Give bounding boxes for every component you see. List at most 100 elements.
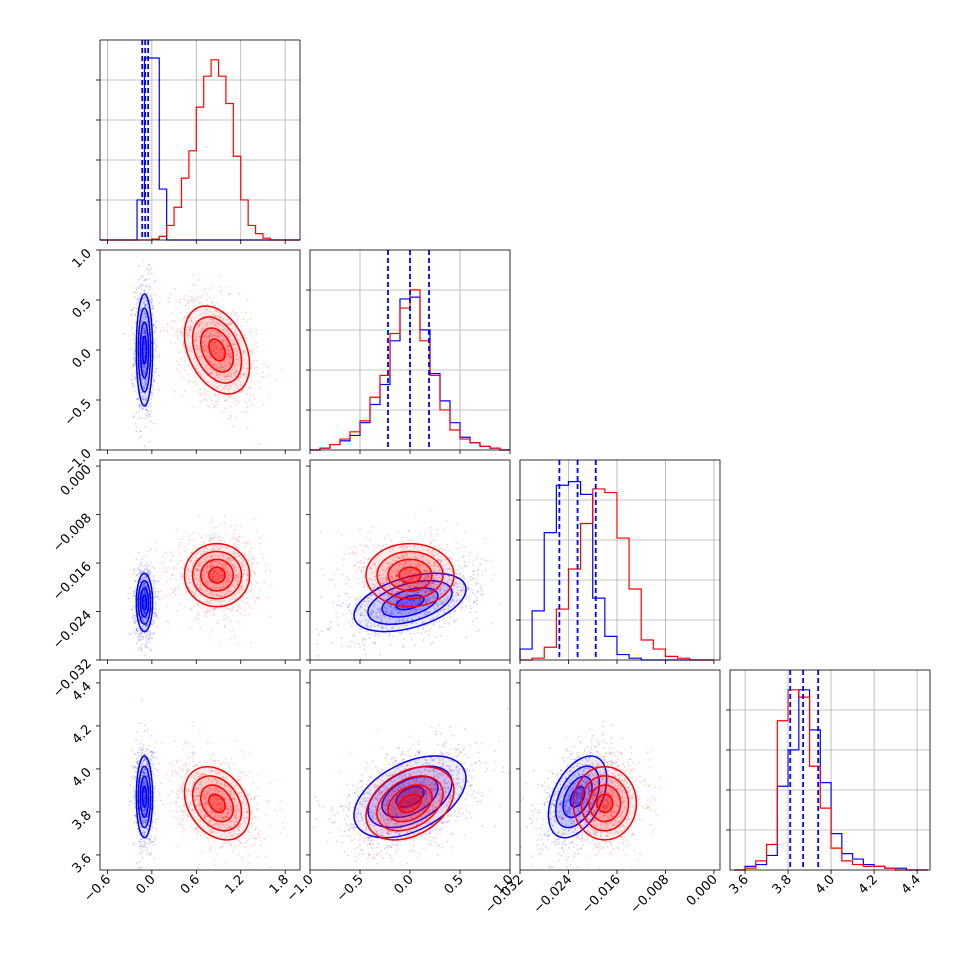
sample-point bbox=[141, 361, 143, 364]
sample-point bbox=[214, 325, 217, 327]
sample-point bbox=[141, 635, 144, 638]
sample-point bbox=[216, 355, 219, 358]
sample-point bbox=[348, 596, 351, 599]
sample-point bbox=[210, 345, 213, 347]
sample-point bbox=[140, 578, 143, 580]
sample-point bbox=[144, 372, 147, 375]
sample-point bbox=[180, 330, 183, 333]
sample-point bbox=[235, 577, 238, 580]
sample-point bbox=[230, 609, 233, 612]
sample-point bbox=[347, 606, 350, 609]
sample-point bbox=[145, 592, 148, 595]
sample-point bbox=[210, 537, 213, 540]
sample-point bbox=[143, 385, 146, 387]
sample-point bbox=[130, 309, 133, 312]
sample-point bbox=[197, 594, 200, 596]
sample-point bbox=[224, 375, 227, 377]
sample-point bbox=[231, 609, 234, 612]
sample-point bbox=[218, 332, 221, 334]
sample-point bbox=[197, 279, 200, 281]
sample-point bbox=[227, 374, 229, 377]
sample-point bbox=[475, 617, 478, 620]
sample-point bbox=[137, 418, 140, 420]
sample-point bbox=[242, 340, 244, 342]
sample-point bbox=[188, 570, 191, 573]
sample-point bbox=[363, 582, 365, 585]
sample-point bbox=[146, 624, 149, 626]
sample-point bbox=[153, 597, 156, 599]
sample-point bbox=[203, 344, 206, 347]
sample-point bbox=[227, 352, 230, 355]
sample-point bbox=[151, 619, 154, 622]
sample-point bbox=[229, 371, 232, 374]
sample-point bbox=[221, 366, 224, 369]
sample-point bbox=[142, 610, 145, 613]
sample-point bbox=[252, 395, 255, 397]
sample-point bbox=[143, 348, 146, 350]
sample-point bbox=[266, 366, 269, 369]
sample-point bbox=[222, 594, 225, 597]
sample-point bbox=[427, 633, 430, 636]
sample-point bbox=[221, 340, 224, 343]
sample-point bbox=[132, 572, 135, 575]
sample-point bbox=[142, 620, 145, 623]
sample-point bbox=[453, 620, 456, 623]
sample-point bbox=[144, 365, 146, 368]
sample-point bbox=[218, 535, 221, 538]
sample-point bbox=[380, 548, 382, 551]
sample-point bbox=[445, 519, 448, 522]
sample-point bbox=[150, 410, 153, 413]
sample-point bbox=[201, 536, 204, 539]
sample-point bbox=[144, 589, 147, 592]
sample-point bbox=[143, 356, 146, 359]
sample-point bbox=[180, 357, 183, 360]
sample-point bbox=[221, 610, 224, 612]
sample-point bbox=[432, 624, 435, 627]
sample-point bbox=[154, 371, 157, 374]
sample-point bbox=[227, 555, 230, 558]
sample-point bbox=[176, 360, 178, 363]
sample-point bbox=[187, 365, 190, 368]
sample-point bbox=[222, 309, 225, 312]
sample-point bbox=[186, 568, 189, 571]
sample-point bbox=[218, 315, 220, 318]
sample-point bbox=[142, 619, 145, 622]
sample-point bbox=[142, 621, 145, 623]
sample-point bbox=[141, 313, 144, 315]
sample-point bbox=[189, 582, 191, 584]
sample-point bbox=[145, 304, 147, 307]
sample-point bbox=[143, 603, 146, 606]
sample-point bbox=[213, 569, 216, 572]
sample-point bbox=[147, 410, 150, 412]
sample-point bbox=[249, 349, 252, 352]
sample-point bbox=[142, 289, 145, 292]
sample-point bbox=[234, 329, 237, 332]
sample-point bbox=[140, 625, 143, 628]
sample-point bbox=[229, 322, 231, 325]
sample-point bbox=[140, 435, 142, 438]
sample-point bbox=[267, 596, 270, 599]
sample-point bbox=[212, 342, 214, 345]
sample-point bbox=[197, 371, 200, 374]
sample-point bbox=[230, 538, 233, 541]
sample-point bbox=[142, 576, 144, 578]
sample-point bbox=[143, 332, 146, 334]
sample-point bbox=[234, 597, 237, 600]
sample-point bbox=[207, 609, 210, 612]
sample-point bbox=[140, 405, 143, 408]
sample-point bbox=[144, 343, 146, 346]
sample-point bbox=[151, 623, 154, 626]
sample-point bbox=[194, 310, 197, 313]
sample-point bbox=[191, 584, 194, 586]
sample-point bbox=[206, 293, 209, 296]
sample-point bbox=[227, 372, 230, 375]
sample-point bbox=[205, 367, 207, 369]
sample-point bbox=[143, 312, 146, 315]
sample-point bbox=[247, 613, 250, 616]
sample-point bbox=[132, 332, 135, 335]
sample-point bbox=[306, 637, 308, 639]
sample-point bbox=[144, 592, 147, 595]
sample-point bbox=[245, 311, 247, 314]
sample-point bbox=[190, 296, 193, 298]
sample-point bbox=[143, 603, 146, 605]
